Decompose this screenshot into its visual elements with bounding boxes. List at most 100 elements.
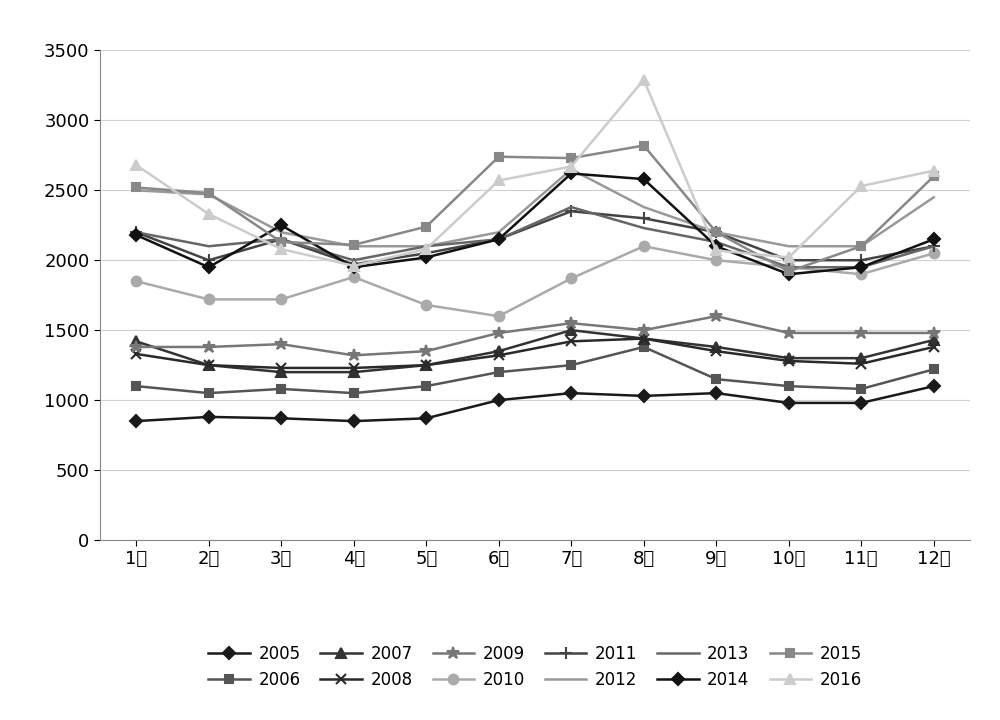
2008	[638, 334, 650, 343]
2005	[783, 399, 795, 408]
Legend: 2005, 2006, 2007, 2008, 2009, 2010, 2011, 2012, 2013, 2014, 2015, 2016: 2005, 2006, 2007, 2008, 2009, 2010, 2011…	[200, 636, 870, 697]
2009	[783, 328, 795, 337]
2007	[565, 326, 577, 335]
2013	[420, 242, 432, 251]
2016	[275, 245, 287, 253]
2010	[348, 273, 360, 282]
2010	[203, 295, 215, 304]
2009	[420, 347, 432, 356]
2014	[130, 230, 142, 239]
2012	[203, 190, 215, 199]
2005	[203, 413, 215, 421]
2008	[420, 361, 432, 369]
2009	[638, 326, 650, 335]
2006	[203, 389, 215, 397]
2012	[783, 242, 795, 251]
2013	[493, 235, 505, 243]
2007	[638, 334, 650, 343]
2016	[348, 261, 360, 270]
2016	[783, 253, 795, 262]
2010	[130, 277, 142, 286]
2008	[855, 359, 867, 368]
2012	[130, 186, 142, 194]
2008	[710, 347, 722, 356]
2009	[565, 319, 577, 328]
2005	[928, 382, 940, 390]
2009	[710, 312, 722, 320]
2014	[493, 235, 505, 243]
2007	[203, 361, 215, 369]
Line: 2012: 2012	[136, 169, 934, 246]
2007	[275, 368, 287, 377]
2006	[638, 343, 650, 351]
Line: 2008: 2008	[131, 333, 939, 373]
2012	[420, 242, 432, 251]
2012	[928, 193, 940, 202]
2010	[638, 242, 650, 251]
2014	[203, 263, 215, 271]
2015	[493, 153, 505, 161]
2015	[710, 228, 722, 237]
2011	[420, 249, 432, 258]
2014	[710, 242, 722, 251]
2015	[855, 242, 867, 251]
2014	[928, 235, 940, 243]
2016	[710, 246, 722, 255]
2007	[420, 361, 432, 369]
2012	[855, 242, 867, 251]
2011	[130, 228, 142, 237]
2006	[565, 361, 577, 369]
2011	[638, 214, 650, 222]
2013	[710, 238, 722, 246]
2016	[130, 161, 142, 169]
2011	[203, 256, 215, 264]
2014	[783, 270, 795, 279]
2016	[420, 245, 432, 253]
2005	[348, 417, 360, 426]
2011	[855, 256, 867, 264]
2011	[348, 260, 360, 269]
2007	[928, 336, 940, 344]
2014	[348, 263, 360, 271]
2011	[710, 228, 722, 237]
2012	[348, 242, 360, 251]
2013	[203, 242, 215, 251]
2013	[783, 263, 795, 271]
Line: 2007: 2007	[131, 325, 939, 377]
2013	[348, 256, 360, 264]
2011	[565, 207, 577, 215]
2005	[420, 414, 432, 423]
2008	[203, 361, 215, 369]
2005	[130, 417, 142, 426]
2009	[275, 340, 287, 348]
Line: 2016: 2016	[131, 75, 939, 271]
2011	[275, 235, 287, 243]
2009	[855, 328, 867, 337]
2010	[565, 274, 577, 283]
2009	[348, 351, 360, 360]
2008	[783, 356, 795, 365]
2010	[710, 256, 722, 264]
2010	[493, 312, 505, 320]
2006	[275, 384, 287, 393]
2013	[928, 242, 940, 251]
2013	[275, 235, 287, 243]
2011	[928, 242, 940, 251]
2012	[710, 228, 722, 237]
2014	[275, 221, 287, 230]
2006	[783, 382, 795, 390]
2008	[928, 343, 940, 351]
2005	[855, 399, 867, 408]
2007	[783, 354, 795, 362]
2006	[710, 375, 722, 384]
2008	[565, 337, 577, 346]
2012	[275, 228, 287, 237]
2014	[420, 253, 432, 262]
2008	[275, 364, 287, 372]
2009	[203, 343, 215, 351]
2005	[275, 414, 287, 423]
2014	[565, 169, 577, 178]
Line: 2005: 2005	[132, 382, 938, 426]
2008	[130, 350, 142, 359]
2010	[928, 249, 940, 258]
